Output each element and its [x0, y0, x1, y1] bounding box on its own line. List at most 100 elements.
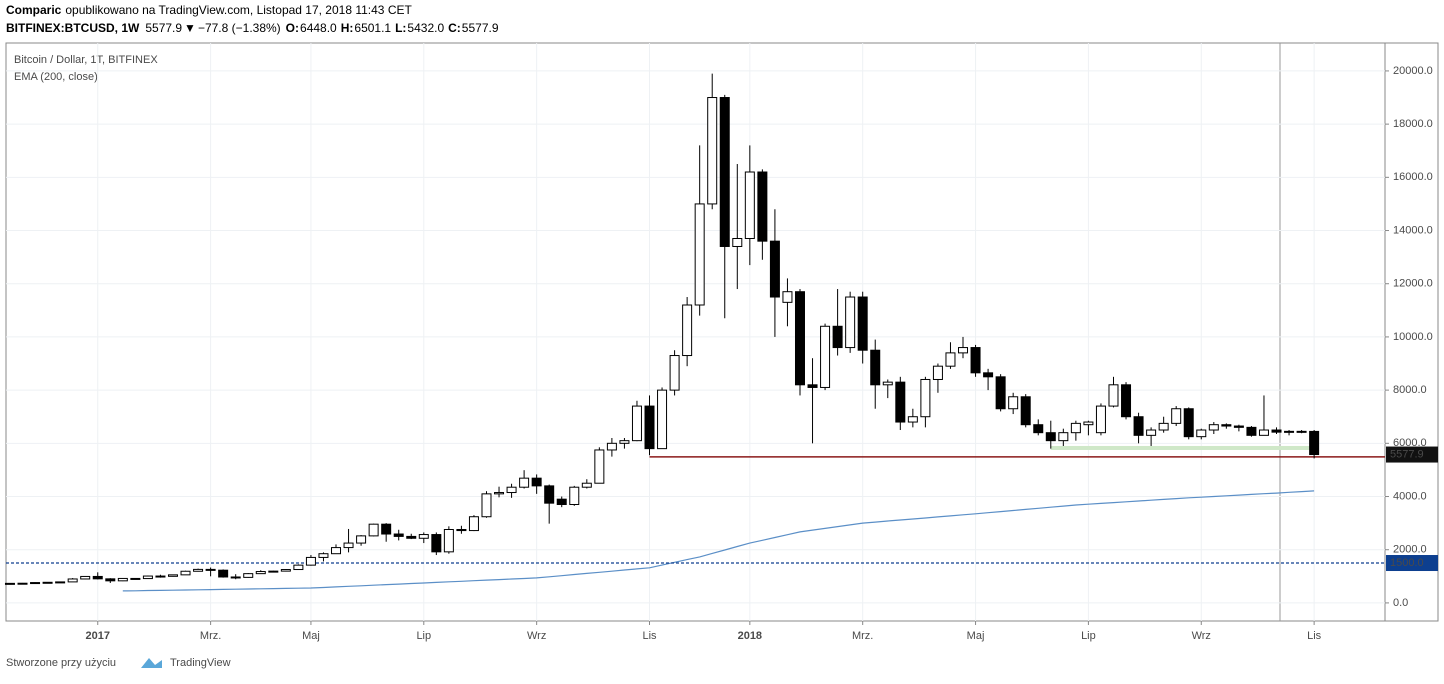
y-tick-label: 0.0	[1393, 597, 1408, 609]
candle-body	[142, 575, 153, 580]
candle-body	[393, 533, 404, 537]
candle-body	[832, 325, 843, 349]
candle-body	[280, 569, 291, 572]
legend-series: Bitcoin / Dollar, 1T, BITFINEX	[14, 54, 158, 66]
candle-body	[782, 291, 793, 303]
candle-body	[1020, 396, 1031, 426]
x-tick-label: Lip	[1081, 630, 1096, 642]
candle-body	[707, 97, 718, 205]
candle-body	[694, 203, 705, 306]
candle-body	[1108, 384, 1119, 407]
candle-body	[845, 296, 856, 349]
candle-body	[418, 534, 429, 539]
candle-body	[794, 291, 805, 386]
ohlc-label: C:	[448, 21, 461, 35]
candle-body	[606, 442, 617, 451]
ohlc-value: 5577.9	[462, 21, 499, 35]
candle-body	[331, 547, 342, 555]
footer-text: Stworzone przy użyciu	[6, 657, 116, 669]
y-tick-label: 20000.0	[1393, 65, 1433, 77]
candle-body	[519, 477, 530, 488]
price: 5577.9	[145, 21, 182, 35]
candle-body	[1284, 430, 1295, 433]
candle-body	[657, 389, 668, 450]
candle-body	[857, 296, 868, 351]
candle-body	[218, 569, 229, 578]
candle-body	[406, 535, 417, 539]
candle-body	[1296, 430, 1307, 433]
candle-body	[732, 238, 743, 247]
candle-body	[494, 492, 505, 495]
candle-body	[1133, 416, 1144, 436]
candle-body	[42, 581, 53, 584]
x-tick-label: 2017	[86, 630, 110, 642]
candle-body	[1058, 432, 1069, 442]
candle-body	[193, 568, 204, 572]
candle-body	[631, 405, 642, 442]
candle-body	[594, 449, 605, 484]
header: Comparic opublikowano na TradingView.com,…	[6, 3, 499, 35]
ohlc-value: 5432.0	[407, 21, 444, 35]
y-tick-label: 10000.0	[1393, 331, 1433, 343]
author: Comparic	[6, 3, 62, 17]
ohlc-label: L:	[395, 21, 406, 35]
candle-body	[682, 304, 693, 357]
candle-body	[205, 568, 216, 571]
candle-body	[1146, 429, 1157, 436]
candle-body	[356, 535, 367, 544]
level-tag	[1386, 555, 1438, 572]
level-label: 1500.0	[1390, 557, 1424, 569]
candle-body	[1008, 396, 1019, 410]
candle-body	[255, 571, 266, 575]
candle-body	[67, 578, 78, 583]
y-tick-label: 14000.0	[1393, 224, 1433, 236]
candle-body	[932, 365, 943, 380]
candle-body	[4, 582, 15, 585]
y-tick-label: 18000.0	[1393, 118, 1433, 130]
candle-body	[569, 486, 580, 505]
candle-body	[1309, 430, 1320, 456]
y-tick-label: 12000.0	[1393, 278, 1433, 290]
candle-body	[1258, 429, 1269, 436]
candle-body	[1196, 429, 1207, 438]
candle-body	[1246, 426, 1257, 436]
candle-body	[820, 325, 831, 388]
published: opublikowano na TradingView.com, Listopa…	[65, 3, 412, 17]
candle-body	[619, 440, 630, 444]
footer-brand[interactable]: TradingView	[170, 657, 231, 669]
candle-body	[180, 570, 191, 576]
candle-body	[1045, 432, 1056, 442]
arrow: ▼	[184, 21, 196, 35]
candle-body	[30, 582, 41, 585]
candle-body	[243, 573, 254, 578]
x-tick-label: Wrz	[527, 630, 546, 642]
change: −77.8 (−1.38%)	[198, 21, 281, 35]
candle-body	[1221, 424, 1232, 427]
candle-body	[1233, 425, 1244, 428]
y-tick-label: 2000.0	[1393, 544, 1427, 556]
candle-body	[1183, 408, 1194, 438]
candle-body	[456, 528, 467, 532]
candle-body	[544, 485, 555, 504]
zone	[1050, 445, 1315, 450]
ohlc-value: 6448.0	[300, 21, 337, 35]
candle-body	[807, 384, 818, 388]
candle-body	[1271, 429, 1282, 433]
candle-body	[757, 171, 768, 242]
x-tick-label: Maj	[302, 630, 320, 642]
ohlc-label: O:	[286, 21, 299, 35]
candle-body	[92, 575, 103, 580]
y-tick-label: 16000.0	[1393, 171, 1433, 183]
x-tick-label: Mrz.	[200, 630, 221, 642]
candle-body	[556, 498, 567, 505]
candle-body	[970, 347, 981, 374]
frame	[5, 42, 1439, 622]
candle-body	[882, 381, 893, 386]
y-tick-label: 4000.0	[1393, 490, 1427, 502]
candle-body	[907, 416, 918, 423]
candle-body	[744, 171, 755, 240]
candle-body	[431, 534, 442, 553]
candle-body	[531, 477, 542, 487]
